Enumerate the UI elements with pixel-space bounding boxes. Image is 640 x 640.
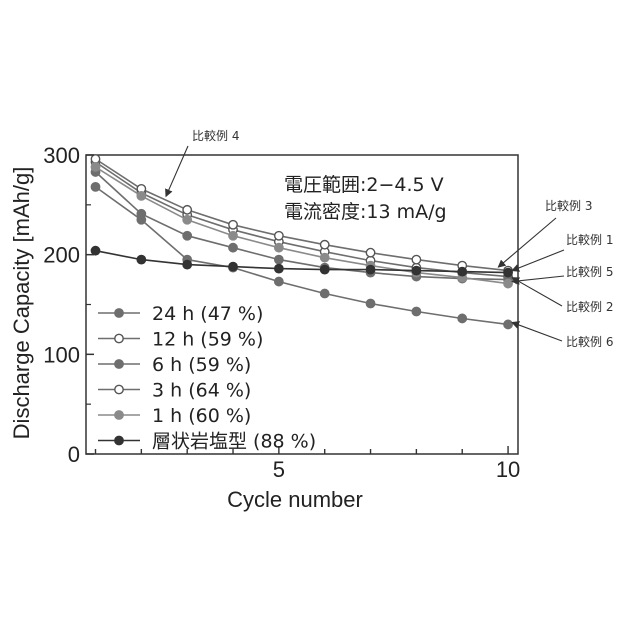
data-point (321, 241, 329, 249)
data-point (183, 206, 191, 214)
data-point (229, 221, 237, 229)
data-point (183, 216, 191, 224)
callout-arrow (512, 276, 564, 282)
y-tick-label: 200 (43, 243, 80, 268)
data-point (366, 265, 374, 273)
legend-marker (115, 334, 123, 342)
callout-label: 比較例 5 (566, 264, 613, 279)
data-point (321, 253, 329, 261)
y-tick-label: 0 (68, 442, 80, 467)
legend-label: 3 h (64 %) (152, 380, 251, 402)
legend-label: 1 h (60 %) (152, 405, 251, 427)
data-point (137, 255, 145, 263)
callout: 比較例 6 (512, 322, 613, 349)
data-point (366, 299, 374, 307)
callout-label: 比較例 2 (566, 299, 613, 314)
x-tick-label: 5 (273, 457, 285, 482)
data-point (412, 307, 420, 315)
current-density-condition: 電流密度:13 mA/g (284, 201, 447, 223)
legend-label: 6 h (59 %) (152, 354, 251, 376)
data-point (137, 210, 145, 218)
voltage-range-condition: 電圧範囲:2−4.5 V (284, 174, 444, 196)
y-tick-label: 300 (43, 143, 80, 168)
data-point (321, 289, 329, 297)
legend-marker (115, 309, 123, 317)
callout-label: 比較例 1 (566, 232, 613, 247)
callout-label: 比較例 6 (566, 334, 613, 349)
callout-label: 比較例 3 (545, 198, 592, 213)
legend-marker (115, 436, 123, 444)
legend-label: 層状岩塩型 (88 %) (152, 431, 316, 453)
data-point (91, 183, 99, 191)
data-point (91, 155, 99, 163)
data-point (137, 192, 145, 200)
data-point (321, 265, 329, 273)
legend-marker (115, 411, 123, 419)
x-axis-label: Cycle number (227, 487, 363, 512)
legend-label: 24 h (47 %) (152, 303, 263, 325)
data-point (412, 266, 420, 274)
data-point (412, 255, 420, 263)
callout-label: 比較例 4 (192, 128, 239, 143)
data-point (183, 232, 191, 240)
data-point (458, 267, 466, 275)
y-axis-label: Discharge Capacity [mAh/g] (9, 167, 34, 440)
callout-arrow (512, 278, 562, 306)
data-point (275, 255, 283, 263)
data-point (504, 279, 512, 287)
legend-label: 12 h (59 %) (152, 329, 263, 351)
data-point (504, 320, 512, 328)
data-point (275, 264, 283, 272)
data-point (229, 262, 237, 270)
data-point (458, 314, 466, 322)
data-point (275, 277, 283, 285)
y-tick-label: 100 (43, 342, 80, 367)
callout-arrow (512, 250, 564, 271)
data-point (366, 248, 374, 256)
callout-arrow (512, 322, 562, 341)
data-point (504, 268, 512, 276)
data-point (91, 163, 99, 171)
data-point (275, 232, 283, 240)
callout: 比較例 2 (512, 278, 613, 314)
data-point (229, 243, 237, 251)
x-tick-label: 10 (496, 457, 520, 482)
data-point (91, 246, 99, 254)
legend-marker (115, 360, 123, 368)
data-point (229, 232, 237, 240)
data-point (275, 243, 283, 251)
legend-marker (115, 385, 123, 393)
data-point (183, 260, 191, 268)
callout: 比較例 5 (512, 264, 613, 282)
plot-frame (86, 155, 518, 454)
